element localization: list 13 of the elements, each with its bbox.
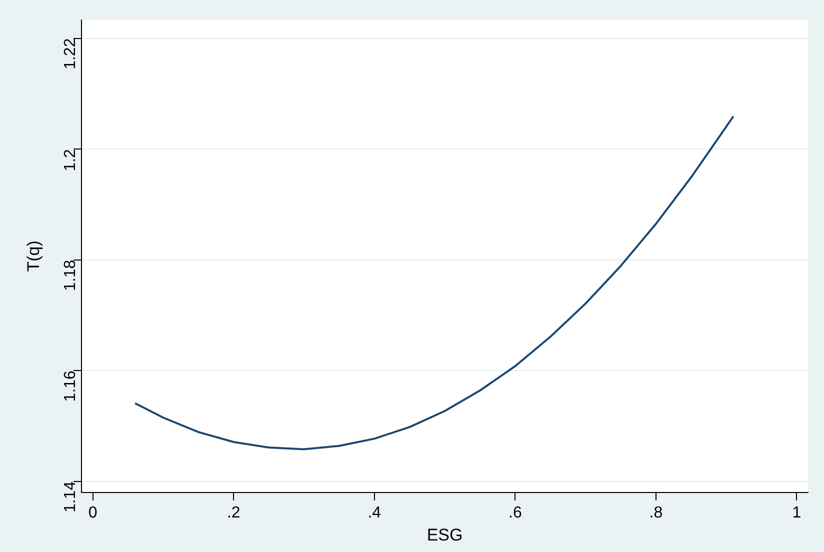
y-axis-title: T(q): [24, 240, 43, 272]
x-tick-label: .4: [368, 504, 382, 522]
y-tick-label: 1.16: [62, 370, 80, 402]
y-tick-label: 1.14: [62, 481, 80, 512]
x-tick-label: 1: [792, 504, 802, 522]
x-tick-label: .6: [508, 504, 522, 522]
x-axis-title: ESG: [426, 525, 463, 544]
x-tick-label: 0: [88, 504, 98, 522]
y-tick-label: 1.18: [62, 260, 80, 291]
x-tick-label: .2: [226, 504, 240, 522]
y-tick-label: 1.22: [62, 38, 80, 70]
y-tick-label: 1.2: [62, 148, 80, 172]
x-tick-label: .8: [649, 504, 663, 522]
